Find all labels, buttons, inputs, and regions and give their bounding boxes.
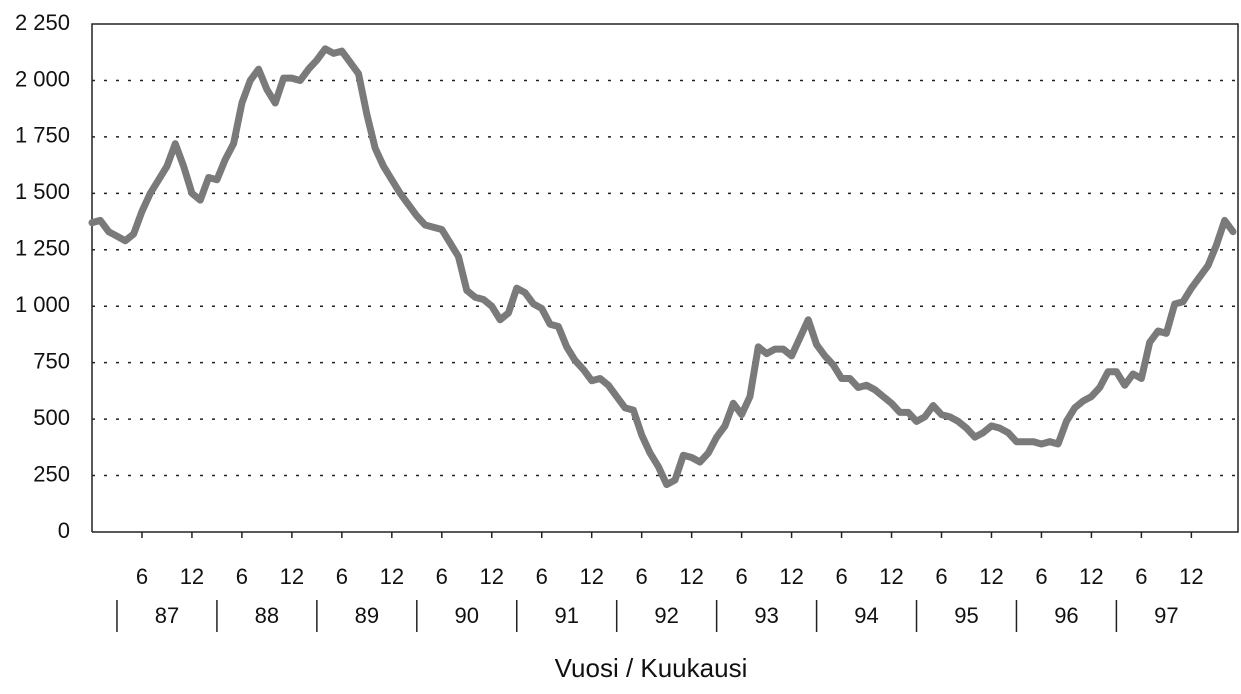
x-tick-label: 12 — [1079, 564, 1103, 589]
y-tick-label: 250 — [33, 461, 70, 486]
year-label: 90 — [455, 603, 479, 628]
y-tick-label: 1 500 — [15, 179, 70, 204]
x-tick-label: 6 — [236, 564, 248, 589]
x-tick-label: 12 — [280, 564, 304, 589]
x-tick-label: 6 — [436, 564, 448, 589]
x-tick-label: 6 — [536, 564, 548, 589]
y-tick-label: 1 000 — [15, 292, 70, 317]
year-label: 95 — [954, 603, 978, 628]
y-tick-label: 750 — [33, 348, 70, 373]
year-label: 94 — [854, 603, 878, 628]
x-tick-label: 6 — [1135, 564, 1147, 589]
x-tick-label: 6 — [336, 564, 348, 589]
x-tick-label: 6 — [136, 564, 148, 589]
year-label: 96 — [1054, 603, 1078, 628]
x-tick-label: 6 — [835, 564, 847, 589]
x-tick-label: 12 — [1179, 564, 1203, 589]
x-tick-label: 12 — [480, 564, 504, 589]
year-label: 88 — [255, 603, 279, 628]
x-tick-label: 12 — [979, 564, 1003, 589]
y-tick-label: 2 250 — [15, 10, 70, 35]
x-tick-label: 12 — [180, 564, 204, 589]
y-tick-label: 500 — [33, 405, 70, 430]
plot-frame — [91, 23, 1239, 533]
year-label: 91 — [554, 603, 578, 628]
y-tick-label: 0 — [58, 518, 70, 543]
x-tick-label: 12 — [879, 564, 903, 589]
x-tick-label: 12 — [679, 564, 703, 589]
x-tick-label: 12 — [779, 564, 803, 589]
year-label: 87 — [155, 603, 179, 628]
year-label: 93 — [754, 603, 778, 628]
x-tick-label: 6 — [735, 564, 747, 589]
y-tick-label: 2 000 — [15, 66, 70, 91]
x-tick-label: 6 — [1035, 564, 1047, 589]
x-axis-title: Vuosi / Kuukausi — [555, 653, 748, 683]
data-line — [88, 45, 1237, 489]
y-tick-label: 1 750 — [15, 123, 70, 148]
x-tick-label: 6 — [636, 564, 648, 589]
x-tick-label: 6 — [935, 564, 947, 589]
x-tick-label: 12 — [380, 564, 404, 589]
y-tick-label: 1 250 — [15, 236, 70, 261]
year-label: 89 — [355, 603, 379, 628]
x-tick-label: 12 — [579, 564, 603, 589]
year-label: 97 — [1154, 603, 1178, 628]
year-label: 92 — [654, 603, 678, 628]
